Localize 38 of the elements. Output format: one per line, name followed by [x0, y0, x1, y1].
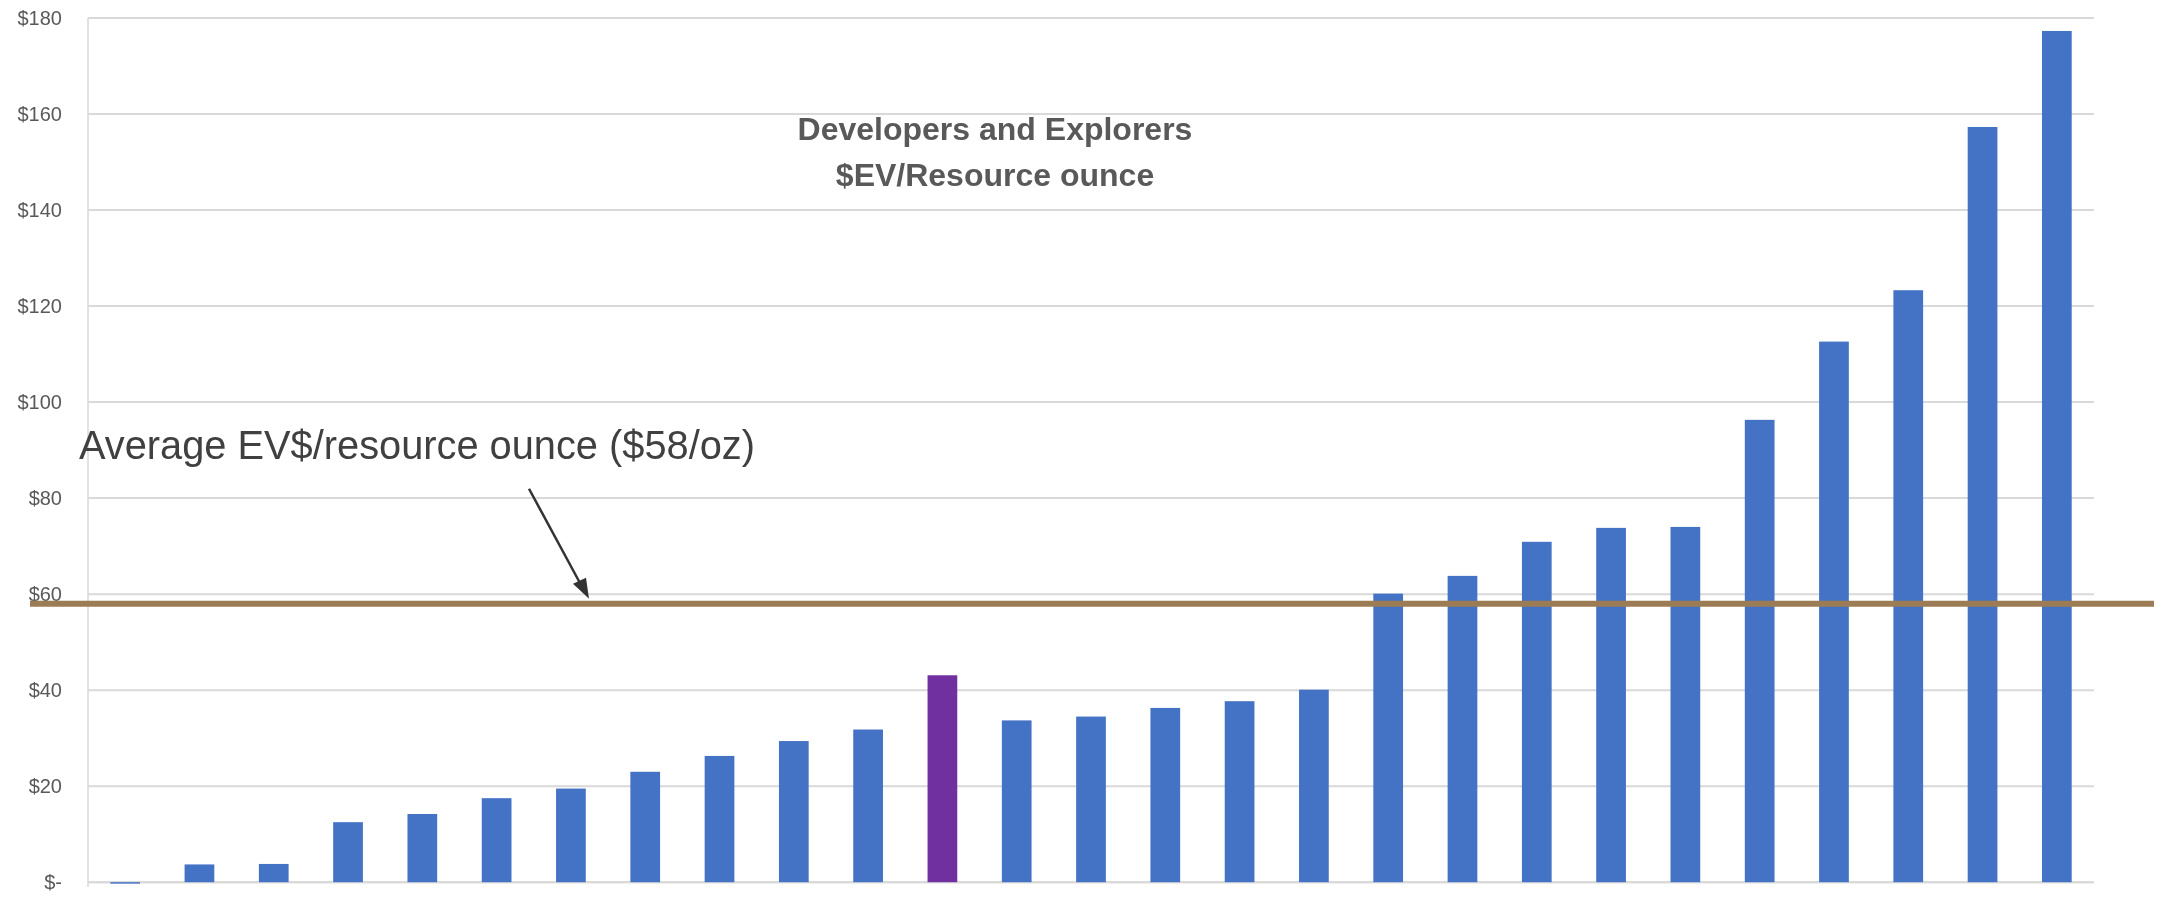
bar — [481, 798, 512, 883]
bar — [927, 675, 958, 883]
y-tick-label: $- — [44, 871, 62, 894]
bar — [853, 729, 883, 883]
annotation: Average EV$/resource ounce ($58/oz) — [79, 422, 759, 467]
bar — [556, 788, 586, 883]
bar — [1150, 707, 1181, 883]
bar — [1224, 701, 1255, 883]
y-tick-label: $180 — [17, 7, 62, 29]
y-tick-label: $20 — [28, 775, 62, 798]
y-tick-label: $120 — [17, 295, 62, 318]
y-tick-label: $80 — [28, 487, 62, 510]
text: Developers and Explorers $EV/Resource ounce — [797, 111, 1193, 193]
bar — [1299, 689, 1329, 883]
bar — [1670, 526, 1701, 883]
bar — [704, 755, 735, 883]
y-tick-label: $60 — [28, 583, 62, 606]
bar — [1447, 575, 1478, 883]
bar — [630, 771, 661, 883]
y-tick-label: $160 — [17, 103, 62, 126]
bar — [184, 864, 215, 883]
bar — [1521, 541, 1552, 883]
y-tick-label: $40 — [28, 679, 62, 702]
y-tick-label: $140 — [17, 199, 62, 222]
bar — [258, 863, 289, 883]
bar — [1744, 419, 1775, 883]
bar — [1819, 341, 1849, 883]
bar — [1596, 527, 1626, 883]
bar — [1893, 290, 1924, 883]
y-tick-label: $100 — [17, 391, 62, 414]
bar — [1076, 716, 1106, 883]
bar — [407, 814, 438, 883]
bar — [1967, 126, 1998, 883]
bar — [2041, 30, 2072, 883]
bar — [333, 822, 363, 883]
bar — [778, 741, 809, 883]
bar — [1001, 720, 1032, 883]
bar — [1373, 593, 1404, 883]
